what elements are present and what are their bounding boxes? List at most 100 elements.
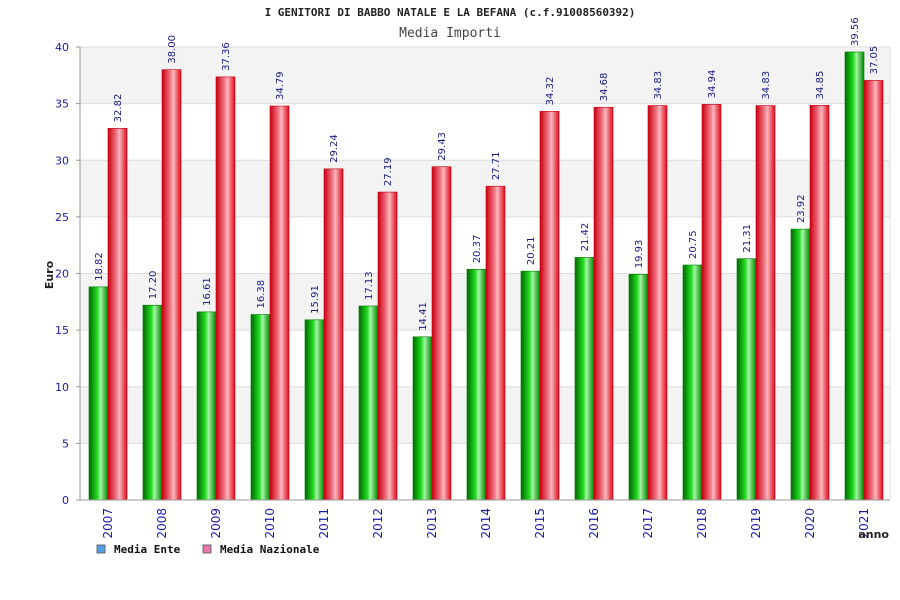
bar-media-ente-2016 — [574, 257, 595, 501]
legend-label-media-ente: Media Ente — [114, 543, 181, 556]
x-tick-label-2021: 2021 — [857, 508, 871, 539]
bar-media-nazionale-2016 — [593, 106, 614, 501]
data-label-media-nazionale-2021: 37.05 — [869, 46, 880, 75]
bar-media-nazionale-2010 — [269, 105, 290, 501]
x-tick-label-2016: 2016 — [587, 508, 601, 539]
bar-media-ente-2012 — [358, 305, 379, 501]
bar-media-ente-2017 — [628, 273, 649, 501]
bar-media-nazionale-2018 — [701, 104, 722, 501]
bar-media-nazionale-2019 — [755, 105, 776, 501]
grid-band — [80, 160, 890, 217]
data-label-media-nazionale-2012: 27.19 — [383, 157, 394, 186]
data-label-media-ente-2021: 39.56 — [850, 17, 861, 46]
data-label-media-nazionale-2007: 32.82 — [113, 94, 124, 123]
bar-media-ente-2021 — [844, 51, 865, 501]
bar-media-nazionale-2007 — [107, 128, 128, 501]
y-tick-label: 5 — [62, 437, 69, 450]
data-label-media-nazionale-2011: 29.24 — [329, 134, 340, 163]
data-label-media-nazionale-2014: 27.71 — [491, 152, 502, 181]
legend-swatch-media-nazionale — [202, 544, 212, 554]
data-label-media-nazionale-2008: 38.00 — [167, 35, 178, 64]
x-tick-label-2014: 2014 — [479, 508, 493, 539]
legend-swatch-media-ente — [96, 544, 106, 554]
x-tick-label-2020: 2020 — [803, 508, 817, 539]
data-label-media-ente-2009: 16.61 — [202, 277, 213, 306]
x-axis-ticks: 2007 2008 2009 2010 2011 2012 2013 2014 2015 2016… — [101, 508, 871, 539]
x-tick-label-2015: 2015 — [533, 508, 547, 539]
chart-subtitle: Media Importi — [399, 26, 501, 41]
y-tick-label: 0 — [62, 494, 69, 507]
bar-media-ente-2011 — [304, 319, 325, 501]
y-tick-label: 25 — [55, 211, 69, 224]
data-label-media-ente-2018: 20.75 — [688, 230, 699, 259]
bar-media-ente-2010 — [250, 314, 271, 501]
bar-media-ente-2009 — [196, 311, 217, 501]
data-label-media-nazionale-2013: 29.43 — [437, 132, 448, 161]
y-axis-ticks: 0 5 10 15 20 25 30 35 40 — [55, 41, 80, 507]
bar-media-ente-2013 — [412, 336, 433, 501]
legend: Media Ente Media Nazionale — [96, 543, 320, 556]
y-tick-label: 30 — [55, 154, 69, 167]
bar-media-nazionale-2008 — [161, 69, 182, 501]
bar-media-nazionale-2009 — [215, 76, 236, 501]
data-label-media-nazionale-2010: 34.79 — [275, 71, 286, 100]
data-label-media-ente-2014: 20.37 — [472, 235, 483, 264]
x-tick-label-2012: 2012 — [371, 508, 385, 539]
data-label-media-nazionale-2019: 34.83 — [761, 71, 772, 100]
data-label-media-ente-2016: 21.42 — [580, 223, 591, 252]
x-tick-label-2017: 2017 — [641, 508, 655, 539]
chart-title: I GENITORI DI BABBO NATALE E LA BEFANA (… — [265, 6, 636, 19]
data-label-media-nazionale-2009: 37.36 — [221, 42, 232, 71]
data-label-media-nazionale-2020: 34.85 — [815, 71, 826, 100]
x-tick-label-2008: 2008 — [155, 508, 169, 539]
data-label-media-nazionale-2017: 34.83 — [653, 71, 664, 100]
x-tick-label-2009: 2009 — [209, 508, 223, 539]
data-label-media-ente-2010: 16.38 — [256, 280, 267, 309]
y-tick-label: 10 — [55, 381, 69, 394]
data-label-media-ente-2019: 21.31 — [742, 224, 753, 253]
x-tick-label-2013: 2013 — [425, 508, 439, 539]
y-tick-label: 40 — [55, 41, 69, 54]
grid-band — [80, 47, 890, 104]
bar-media-ente-2015 — [520, 270, 541, 501]
bar-media-nazionale-2011 — [323, 168, 344, 501]
x-tick-label-2011: 2011 — [317, 508, 331, 539]
bar-media-ente-2019 — [736, 258, 757, 501]
x-tick-label-2019: 2019 — [749, 508, 763, 539]
bar-media-nazionale-2012 — [377, 191, 398, 501]
x-axis-label: anno — [858, 528, 889, 541]
data-label-media-ente-2007: 18.82 — [94, 252, 105, 281]
data-label-media-ente-2008: 17.20 — [148, 271, 159, 300]
data-label-media-nazionale-2015: 34.32 — [545, 77, 556, 106]
y-tick-label: 15 — [55, 324, 69, 337]
data-label-media-ente-2013: 14.41 — [418, 302, 429, 331]
bar-media-ente-2014 — [466, 269, 487, 501]
y-axis-label: Euro — [43, 260, 56, 289]
data-label-media-ente-2017: 19.93 — [634, 240, 645, 269]
data-label-media-ente-2011: 15.91 — [310, 285, 321, 314]
bar-media-nazionale-2015 — [539, 111, 560, 501]
bar-media-ente-2020 — [790, 228, 811, 501]
bars — [88, 51, 884, 501]
legend-label-media-nazionale: Media Nazionale — [220, 543, 320, 556]
data-label-media-nazionale-2018: 34.94 — [707, 70, 718, 99]
bar-media-nazionale-2013 — [431, 166, 452, 501]
y-tick-label: 20 — [55, 268, 69, 281]
y-tick-label: 35 — [55, 98, 69, 111]
grid-band — [80, 103, 890, 161]
bar-media-nazionale-2021 — [863, 80, 884, 501]
data-label-media-ente-2020: 23.92 — [796, 194, 807, 223]
data-label-media-nazionale-2016: 34.68 — [599, 73, 610, 102]
bar-media-nazionale-2017 — [647, 105, 668, 501]
data-labels: 18.82 17.20 16.61 16.38 15.91 17.13 14.41 20.37… — [94, 17, 880, 330]
bar-media-nazionale-2014 — [485, 185, 506, 501]
bar-media-nazionale-2020 — [809, 105, 830, 501]
x-tick-label-2010: 2010 — [263, 508, 277, 539]
bar-media-ente-2018 — [682, 264, 703, 501]
data-label-media-ente-2012: 17.13 — [364, 271, 375, 300]
bar-media-ente-2007 — [88, 286, 109, 501]
bar-media-ente-2008 — [142, 304, 163, 501]
x-tick-label-2018: 2018 — [695, 508, 709, 539]
data-label-media-ente-2015: 20.21 — [526, 236, 537, 265]
